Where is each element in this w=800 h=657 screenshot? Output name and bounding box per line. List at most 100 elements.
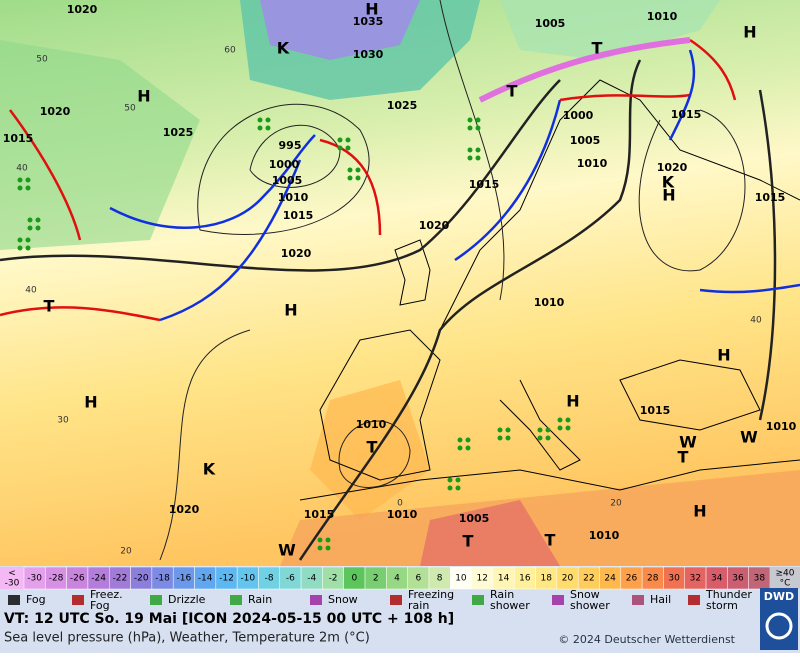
rain-symbol (447, 477, 453, 483)
rain-symbol (17, 245, 23, 251)
rain-symbol (537, 435, 543, 441)
rain-symbol (17, 177, 23, 183)
fronts (0, 37, 800, 322)
symbol-label: shower (570, 599, 610, 612)
coast-italy (499, 379, 581, 471)
rain-symbol (35, 225, 41, 231)
coast-blacksea (619, 359, 761, 431)
rain-symbol (27, 217, 33, 223)
scale-label: 24 (604, 574, 616, 584)
symbol-icon (390, 595, 402, 605)
rain-symbol (557, 417, 563, 423)
cold-front (109, 134, 316, 229)
temperature-label: 40 (25, 286, 37, 296)
pressure-center: H (137, 87, 150, 106)
coast-africa (299, 459, 800, 501)
symbol-label: Freez. (90, 588, 123, 601)
pressure-label: 1010 (356, 418, 387, 431)
pressure-center: T (507, 82, 518, 101)
scale-label: 16 (519, 574, 531, 584)
rain-symbol (497, 435, 503, 441)
rain-symbol (25, 237, 31, 243)
cold-front (668, 49, 696, 141)
symbol-label: Thunder (705, 588, 752, 601)
scale-label: -16 (177, 574, 192, 584)
symbol-label: Snow (570, 588, 600, 601)
pressure-center: T (592, 39, 603, 58)
pressure-center: H (717, 346, 730, 365)
logo-swirl (765, 612, 793, 640)
rain-symbol (347, 167, 353, 173)
isobar (338, 420, 411, 488)
weather-symbols (17, 117, 571, 551)
rain-symbol (475, 117, 481, 123)
scale-last-label: ≥40 (776, 569, 795, 579)
rain-symbol (25, 245, 31, 251)
rain-symbol (35, 217, 41, 223)
map-labels: 1020 1035 1030 1005 1010 1020 1025 1025 995 1000 1… (3, 0, 797, 560)
temperature-label: 50 (124, 104, 136, 114)
scale-label: 22 (583, 574, 594, 584)
rain-symbol (345, 137, 351, 143)
isobar-bold (758, 89, 777, 421)
symbol-icon (150, 595, 162, 605)
pressure-label: 1020 (67, 3, 98, 16)
rain-symbol (505, 435, 511, 441)
rain-symbol (455, 485, 461, 491)
rain-symbol (457, 437, 463, 443)
scale-last-cell (770, 567, 800, 589)
pressure-center: H (693, 502, 706, 521)
rain-symbol (347, 175, 353, 181)
scale-label: 4 (394, 574, 400, 584)
sahara-hot (420, 500, 560, 566)
warm-front (319, 138, 382, 236)
scale-label: 6 (415, 574, 421, 584)
atlantic-cool (0, 40, 200, 250)
symbol-icon (310, 595, 322, 605)
greenland-cold (260, 0, 420, 60)
pressure-label: 1015 (671, 108, 702, 121)
symbol-label: Fog (26, 593, 46, 606)
pressure-center: K (662, 173, 675, 192)
symbol-label: Rain (248, 593, 272, 606)
scale-first-label: -30 (5, 579, 20, 589)
pressure-label: 1025 (163, 126, 194, 139)
copyright: © 2024 Deutscher Wetterdienst (558, 633, 735, 646)
rain-symbol (467, 125, 473, 131)
africa-warm (280, 470, 800, 566)
pressure-label: 1015 (304, 508, 335, 521)
symbol-label: Drizzle (168, 593, 206, 606)
pressure-label: 1010 (278, 191, 309, 204)
pressure-label: 1010 (766, 420, 797, 433)
scale-label: 0 (352, 574, 358, 584)
symbol-icon (72, 595, 84, 605)
rain-symbol (355, 167, 361, 173)
pressure-label: 1010 (577, 157, 608, 170)
pressure-center: K (277, 39, 290, 58)
temperature-label: 50 (36, 55, 48, 65)
coast-north (439, 79, 800, 331)
pressure-center: T (463, 532, 474, 551)
pressure-label: 1005 (570, 134, 601, 147)
symbol-icon (230, 595, 242, 605)
pressure-label: 1025 (387, 99, 418, 112)
isobars (0, 0, 777, 561)
pressure-center: K (203, 460, 216, 479)
pressure-label: 1015 (755, 191, 786, 204)
description: Sea level pressure (hPa), Weather, Tempe… (4, 631, 370, 646)
scale-label: -12 (219, 574, 234, 584)
rain-symbol (467, 147, 473, 153)
coast-britain (394, 239, 431, 306)
pressure-label: 1010 (387, 508, 418, 521)
rain-symbol (257, 125, 263, 131)
symbol-icon (552, 595, 564, 605)
logo-box (760, 588, 798, 650)
warm-front (559, 93, 691, 102)
pressure-center: H (365, 0, 378, 19)
scale-label: 32 (690, 574, 701, 584)
rain-symbol (355, 175, 361, 181)
rain-symbol (545, 427, 551, 433)
rain-symbol (317, 537, 323, 543)
scale-label: -4 (307, 574, 316, 584)
